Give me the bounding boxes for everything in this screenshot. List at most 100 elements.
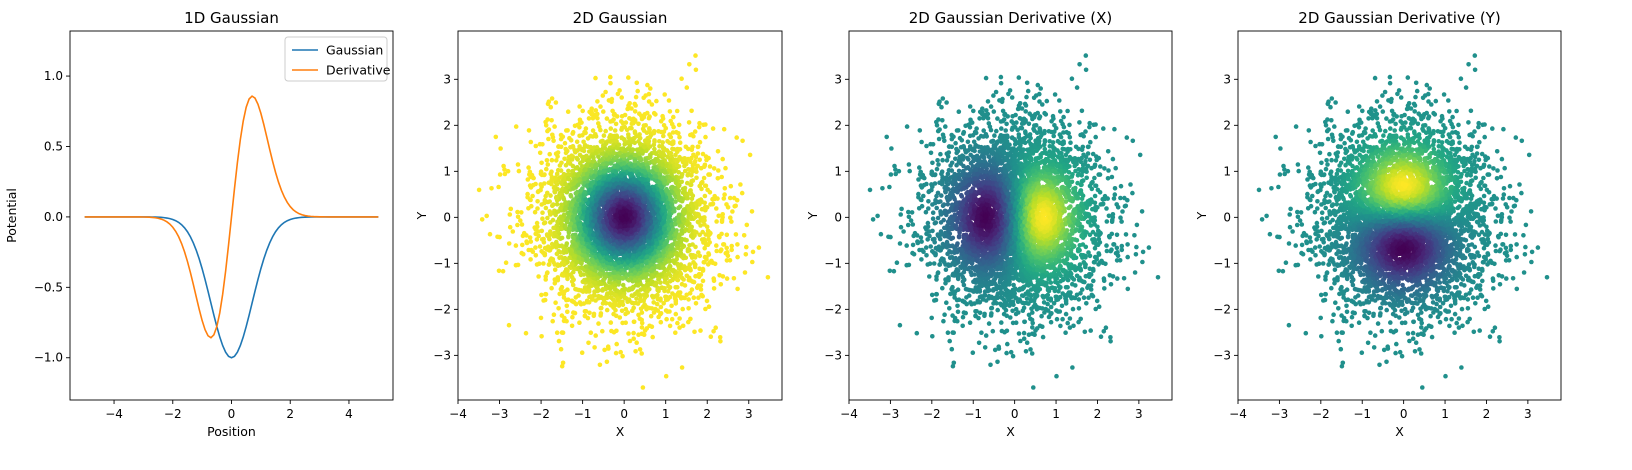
scatter-point [590,179,596,185]
scatter-point [611,207,616,212]
scatter-point [657,245,662,251]
scatter-point [657,180,662,185]
scatter-point [728,215,733,220]
scatter-point [631,139,636,144]
scatter-point [693,166,699,171]
scatter-point [600,93,606,98]
scatter-point [556,338,562,344]
scatter-point [612,274,617,280]
scatter-point [581,139,586,145]
scatter-point [600,328,605,334]
scatter-point [619,308,625,314]
scatter-point [585,136,591,141]
scatter-point [618,224,623,229]
scatter-point [662,286,667,291]
scatter-point [669,316,675,322]
scatter-point [640,230,645,235]
scatter-point [673,199,678,204]
scatter-point [623,311,628,317]
scatter-point [659,184,664,190]
scatter-point [553,100,559,105]
scatter-point [720,156,725,162]
scatter-point [614,212,620,218]
scatter-point [619,95,624,100]
scatter-point [703,122,708,127]
scatter-point [698,328,703,333]
scatter-point [683,144,689,150]
scatter-point [697,266,702,272]
scatter-point [547,151,552,157]
scatter-point [539,202,544,207]
scatter-point [592,293,597,298]
scatter-point [657,139,662,144]
scatter-point [592,248,598,254]
scatter-point [608,199,614,205]
scatter-point [484,213,490,219]
scatter-point [688,182,693,188]
scatter-point [541,240,547,245]
scatter-point [650,273,656,279]
scatter-point [657,253,663,258]
scatter-point [664,148,670,153]
scatter-point [641,286,646,292]
scatter-point [612,128,618,133]
scatter-point [569,323,575,329]
scatter-point [524,240,530,246]
scatter-point [549,285,554,291]
scatter-point [606,175,612,180]
scatter-point [662,215,667,220]
scatter-point [562,207,568,212]
scatter-point [662,92,667,97]
scatter-point [548,193,553,198]
scatter-point [723,165,728,171]
scatter-point [608,161,614,166]
scatter-point [702,260,707,265]
scatter-point [710,126,716,131]
scatter-point [676,219,681,224]
scatter-point [537,244,543,249]
scatter-point [641,123,647,128]
scatter-point [559,261,565,266]
scatter-point [661,133,666,139]
scatter-point [570,282,576,288]
scatter-point [623,148,628,153]
scatter-point [563,150,569,156]
scatter-point [523,330,529,336]
scatter-point [554,202,560,207]
scatter-point [619,249,624,255]
scatter-point [535,199,540,204]
scatter-point [648,154,653,160]
scatter-point [538,315,544,321]
scatter-point [503,260,509,266]
x-tick-label: 2 [286,407,294,421]
scatter-point [579,265,584,271]
scatter-point [553,300,558,306]
scatter-point [738,182,743,187]
scatter-point [724,202,729,207]
scatter-point [577,320,582,326]
scatter-point [649,102,655,107]
scatter-point [574,259,580,265]
scatter-point [608,291,613,296]
scatter-point [620,276,626,281]
scatter-point [562,140,568,146]
scatter-point [658,150,664,156]
scatter-point [587,310,592,316]
scatter-point [707,172,713,177]
scatter-point [611,311,616,317]
scatter-point [666,98,672,103]
scatter-point [549,256,554,261]
scatter-point [489,186,494,191]
scatter-point [598,305,604,311]
scatter-point [604,359,610,365]
scatter-point [647,203,653,209]
scatter-point [610,246,616,252]
scatter-point [722,186,728,191]
scatter-point [665,204,671,210]
scatter-point [582,129,587,135]
scatter-point [630,255,636,261]
scatter-point [652,216,657,221]
scatter-point [605,233,611,239]
legend-label: Gaussian [326,43,383,58]
scatter-point [688,316,693,322]
